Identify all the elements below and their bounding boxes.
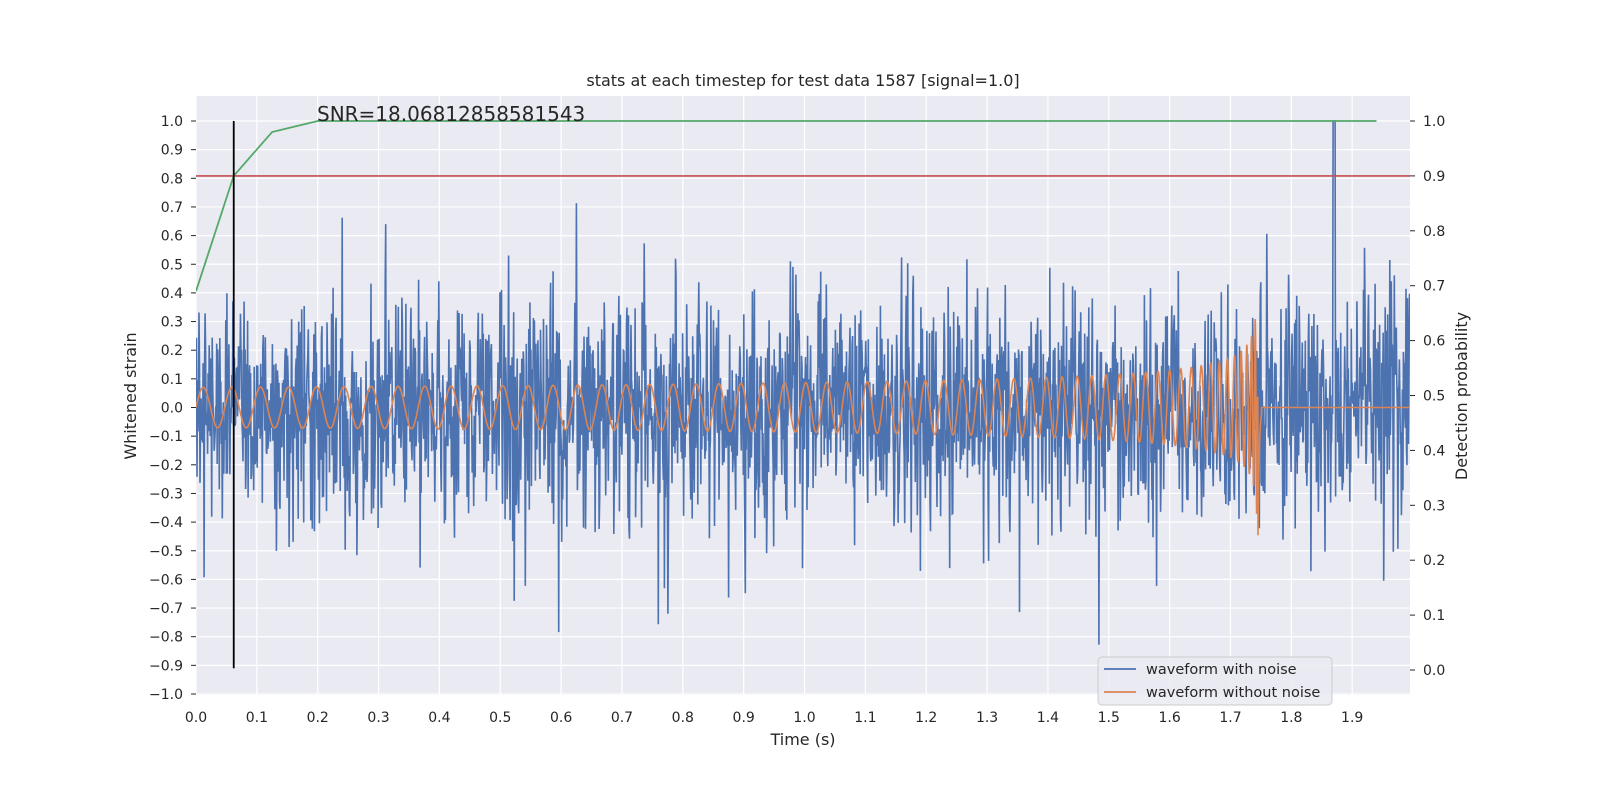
y-tick-label: −0.6 xyxy=(149,572,183,588)
x-tick-label: 0.0 xyxy=(185,710,207,726)
x-tick-label: 0.7 xyxy=(611,710,633,726)
y-tick-label: −0.8 xyxy=(149,630,183,646)
y2-tick-label: 0.4 xyxy=(1423,443,1445,459)
y-tick-label: −0.7 xyxy=(149,601,183,617)
x-tick-label: 1.0 xyxy=(793,710,815,726)
y-tick-label: −1.0 xyxy=(149,687,183,703)
y2-axis-label: Detection probability xyxy=(1452,312,1471,480)
x-tick-label: 1.2 xyxy=(915,710,937,726)
y-tick-label: 1.0 xyxy=(161,114,183,130)
y-tick-label: 0.3 xyxy=(161,315,183,331)
y-tick-label: −0.4 xyxy=(149,515,183,531)
series-detection-probability xyxy=(196,120,1377,292)
y2-tick-label: 0.7 xyxy=(1423,279,1445,295)
y-tick-label: −0.3 xyxy=(149,486,183,502)
x-tick-label: 1.4 xyxy=(1037,710,1059,726)
y2-tick-label: 0.1 xyxy=(1423,608,1445,624)
x-tick-label: 1.9 xyxy=(1341,710,1363,726)
y2-tick-label: 0.0 xyxy=(1423,663,1445,679)
y-tick-label: −0.9 xyxy=(149,658,183,674)
x-tick-label: 0.1 xyxy=(246,710,268,726)
x-tick-label: 0.8 xyxy=(672,710,694,726)
x-tick-label: 0.4 xyxy=(428,710,450,726)
x-tick-label: 1.1 xyxy=(854,710,876,726)
series-waveform-with-noise xyxy=(196,120,1410,645)
x-tick-label: 0.3 xyxy=(367,710,389,726)
x-tick-label: 1.8 xyxy=(1280,710,1302,726)
y2-tick-label: 0.6 xyxy=(1423,334,1445,350)
y2-tick-label: 0.8 xyxy=(1423,224,1445,240)
y2-tick-label: 0.3 xyxy=(1423,498,1445,514)
x-tick-label: 1.3 xyxy=(976,710,998,726)
x-tick-label: 1.6 xyxy=(1159,710,1181,726)
legend-box xyxy=(1097,656,1333,706)
snr-annotation: SNR=18.06812858581543 xyxy=(317,102,585,126)
chart-title: stats at each timestep for test data 158… xyxy=(586,71,1019,90)
legend-label-noise: waveform with noise xyxy=(1146,662,1297,678)
y-tick-label: 0.1 xyxy=(161,372,183,388)
y-tick-label: 0.9 xyxy=(161,143,183,159)
y-axis-label: Whitened strain xyxy=(121,332,140,459)
x-tick-label: 0.2 xyxy=(307,710,329,726)
legend-label-clean: waveform without noise xyxy=(1146,685,1320,701)
y2-tick-label: 0.9 xyxy=(1423,169,1445,185)
y-tick-label: 0.0 xyxy=(161,401,183,417)
series-waveform-without-noise xyxy=(196,318,1410,536)
x-tick-label: 0.6 xyxy=(550,710,572,726)
x-tick-label: 1.5 xyxy=(1098,710,1120,726)
y-tick-label: 0.7 xyxy=(161,200,183,216)
x-axis-label: Time (s) xyxy=(769,730,835,749)
y-tick-label: 0.2 xyxy=(161,343,183,359)
y-tick-label: 0.8 xyxy=(161,171,183,187)
y2-tick-label: 1.0 xyxy=(1423,114,1445,130)
x-tick-label: 0.9 xyxy=(733,710,755,726)
x-tick-label: 1.7 xyxy=(1219,710,1241,726)
y-tick-label: −0.2 xyxy=(149,458,183,474)
y-tick-label: 0.5 xyxy=(161,257,183,273)
legend: waveform with noise waveform without noi… xyxy=(1097,656,1333,706)
y-tick-label: 0.6 xyxy=(161,229,183,245)
y-tick-label: −0.5 xyxy=(149,544,183,560)
axes: 0.0 0.1 0.2 0.3 0.4 0.5 0.6 0.7 0.8 0.9 1.0 1.1 1.2 1… xyxy=(149,114,1445,726)
y-tick-label: 0.4 xyxy=(161,286,183,302)
y-tick-label: −0.1 xyxy=(149,429,183,445)
x-tick-label: 0.5 xyxy=(489,710,511,726)
y2-tick-label: 0.2 xyxy=(1423,553,1445,569)
y2-tick-label: 0.5 xyxy=(1423,389,1445,405)
